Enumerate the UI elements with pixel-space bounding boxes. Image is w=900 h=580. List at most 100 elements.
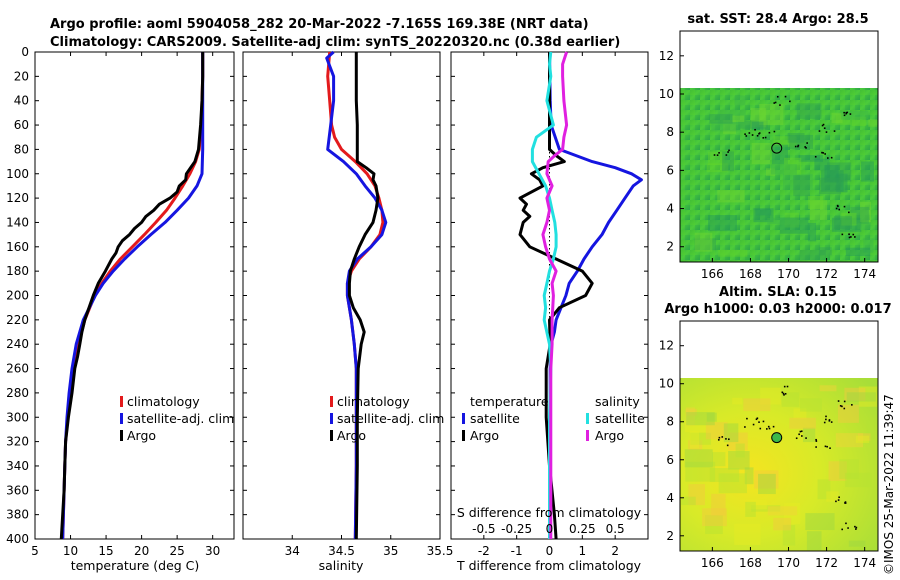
heatmap-patch: [827, 162, 852, 182]
coastline-dot: [835, 207, 838, 210]
sst-map-panel: sat. SST: 28.4 Argo: 28.5 166 168 170 172 17…: [659, 12, 879, 281]
coastline-dot: [851, 404, 853, 406]
t-difference-x-axis: -2 -1 0 1 2: [478, 52, 619, 558]
coastline-dot: [828, 419, 831, 421]
series-satellite-adj-clim: [61, 52, 205, 540]
temperature-series: [59, 52, 205, 540]
heatmap-patch: [708, 151, 724, 166]
coastline-dot: [837, 205, 839, 208]
heatmap-patch: [690, 432, 712, 445]
heatmap-patch: [738, 120, 768, 129]
sst-heatmap-patches: [694, 95, 878, 261]
coastline-dot: [824, 153, 826, 155]
heatmap-patch: [694, 232, 713, 252]
heatmap-patch: [861, 161, 875, 182]
heatmap-patch: [751, 505, 781, 512]
heatmap-patch: [805, 513, 835, 531]
map-lat-label: 4: [666, 202, 674, 216]
legend-satellite-swatch: [120, 413, 123, 424]
heatmap-patch: [770, 164, 797, 175]
heatmap-patch: [712, 452, 726, 467]
sst-argo-position-marker: [771, 142, 783, 154]
coastline-dot: [772, 425, 775, 428]
sla-heatmap-patches: [681, 385, 878, 551]
sla-map-panel: Altim. SLA: 0.15 Argo h1000: 0.03 h2000:…: [659, 285, 892, 570]
sla-map-axes: 166 168 170 172 174 2 4 6 8 10 12: [659, 339, 876, 570]
coastline-dot: [843, 407, 846, 410]
heatmap-patch: [784, 157, 802, 175]
coastline-dot: [762, 137, 765, 139]
coastline-dot: [762, 420, 765, 423]
heatmap-patch: [807, 222, 817, 242]
coastline-dot: [843, 205, 846, 208]
heatmap-patch: [711, 122, 741, 132]
heatmap-patch: [821, 170, 844, 192]
legend-temp-satellite-swatch: [462, 413, 465, 424]
coastline-dot: [845, 111, 848, 114]
heatmap-patch: [688, 484, 706, 506]
heatmap-patch: [831, 217, 862, 232]
heatmap-patch: [728, 451, 750, 470]
coastline-dot: [727, 151, 729, 153]
coastline-dot: [716, 154, 719, 156]
s-difference-tick-label: 0.25: [569, 522, 596, 536]
heatmap-patch: [844, 387, 866, 401]
series-temperature-satellite: [548, 51, 643, 539]
map-lat-label: 2: [666, 529, 674, 543]
heatmap-patch: [747, 499, 767, 510]
heatmap-patch: [711, 493, 726, 516]
heatmap-patch: [684, 449, 713, 468]
heatmap-patch: [685, 407, 695, 426]
coastline-dot: [783, 394, 785, 396]
map-lat-label: 6: [666, 163, 674, 177]
sla-coastline-dots: [717, 385, 858, 531]
legend-climatology-label: climatology: [127, 394, 200, 409]
heatmap-patch: [860, 201, 872, 223]
heatmap-patch: [745, 501, 756, 517]
sla-map-title-line2: Argo h1000: 0.03 h2000: 0.017: [664, 302, 891, 317]
coastline-dot: [801, 435, 803, 437]
heatmap-patch: [681, 496, 696, 506]
coastline-dot: [799, 430, 802, 433]
map-lon-label: 168: [739, 556, 762, 570]
coastline-dot: [756, 417, 759, 420]
coastline-dot: [721, 436, 724, 438]
map-lat-label: 4: [666, 491, 674, 505]
timestamp-credit: ©IMOS 25-Mar-2022 11:39:47: [882, 394, 896, 575]
coastline-dot: [855, 528, 857, 530]
heatmap-patch: [754, 470, 779, 489]
heatmap-patch: [684, 420, 715, 433]
coastline-dot: [794, 145, 797, 148]
x-tick-label: 20: [134, 544, 149, 558]
difference-panel: -2 -1 0 1 2 T difference from climatology S …: [450, 51, 649, 573]
coastline-dot: [755, 418, 758, 421]
header-title-line2: Climatology: CARS2009. Satellite-adj cli…: [50, 35, 620, 50]
map-lat-label: 8: [666, 415, 674, 429]
heatmap-patch: [702, 508, 727, 527]
coastline-dot: [758, 132, 760, 135]
depth-axis: 0 20 40 60 80 100 120 140 160 180 200 220 240 260 280 3…: [6, 45, 648, 546]
depth-tick-label: 40: [14, 94, 29, 108]
series-argo: [347, 52, 380, 540]
coastline-dot: [846, 111, 849, 114]
heatmap-patch: [836, 173, 848, 193]
coastline-dot: [782, 392, 785, 395]
salinity-panel-frame: [242, 51, 441, 540]
x-tick-label: -2: [478, 544, 490, 558]
coastline-dot: [789, 100, 791, 103]
heatmap-patch: [808, 195, 824, 210]
coastline-dot: [815, 440, 818, 442]
coastline-dot: [768, 131, 771, 134]
heatmap-patch: [789, 134, 813, 150]
coastline-dot: [773, 130, 776, 133]
legend-climatology-swatch: [120, 396, 123, 407]
coastline-dot: [725, 438, 727, 440]
heatmap-patch: [802, 427, 816, 443]
temperature-panel: 0204060801001201401601802002202402602803…: [6, 45, 648, 573]
series-salinity-satellite: [530, 51, 558, 539]
coastline-dot: [826, 445, 828, 448]
x-tick-label: 34: [285, 544, 300, 558]
heatmap-patch: [784, 212, 800, 228]
legend-temp-argo-swatch: [462, 430, 465, 441]
coastline-dot: [800, 430, 803, 433]
